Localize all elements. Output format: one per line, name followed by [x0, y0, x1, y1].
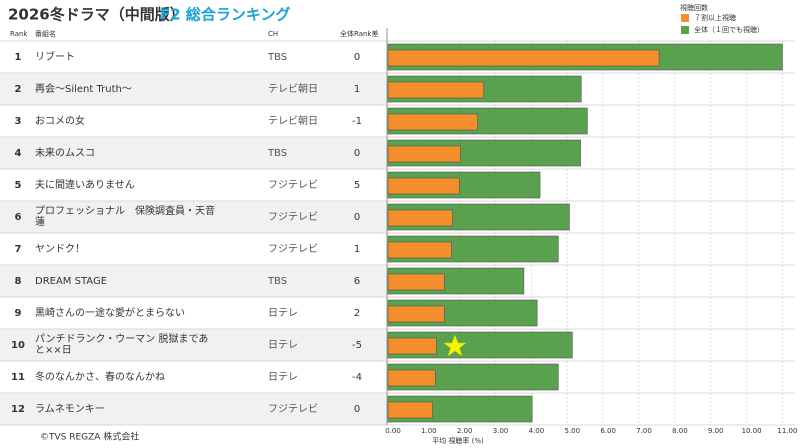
rank-diff: 0 [353, 211, 361, 223]
star-icon [443, 334, 467, 357]
x-tick-label: 5.00 [564, 427, 580, 435]
rank: 9 [14, 307, 22, 319]
rank: 6 [14, 211, 22, 223]
bar [387, 241, 452, 259]
program-name: 再会～Silent Truth～ [35, 83, 132, 95]
x-tick-label: 6.00 [600, 427, 616, 435]
channel: フジテレビ [268, 403, 318, 415]
x-tick-label: 2.00 [457, 427, 473, 435]
x-tick-label: 8.00 [672, 427, 688, 435]
rank-diff: -1 [352, 115, 362, 127]
x-tick-label: 1.00 [421, 427, 437, 435]
rank-diff: -5 [352, 339, 362, 351]
rank-diff: 6 [353, 275, 361, 287]
legend-title: 視聴回数 [680, 3, 708, 12]
chart-title: 2026冬ドラマ（中間版） [8, 6, 185, 24]
rank: 3 [14, 115, 22, 127]
program-name: プロフェッショナル 保険調査員・天音蓮 [35, 206, 215, 228]
rank-diff: 1 [353, 243, 361, 255]
channel: フジテレビ [268, 243, 318, 255]
source: ©TVS REGZA 株式会社 [40, 431, 139, 443]
channel: TBS [268, 147, 288, 159]
bar [387, 337, 437, 355]
bar [387, 273, 445, 291]
x-tick-label: 4.00 [529, 427, 545, 435]
bar [387, 145, 461, 163]
x-tick-label: 0.00 [385, 427, 401, 435]
program-name: リブート [35, 51, 75, 63]
program-name: ヤンドク！ [35, 243, 85, 255]
rank-diff: 1 [353, 83, 361, 95]
program-name: おコメの女 [35, 115, 85, 127]
channel: テレビ朝日 [268, 115, 318, 127]
x-axis-label: 平均 視聴率 (%) [432, 436, 484, 445]
column-header: Rank [10, 30, 28, 38]
rank: 8 [14, 275, 22, 287]
rank: 10 [11, 339, 25, 351]
rank-diff: -4 [352, 371, 362, 383]
rank: 11 [11, 371, 25, 383]
program-name: 夫に間違いありません [35, 179, 135, 191]
rank-diff: 0 [353, 403, 361, 415]
channel: フジテレビ [268, 211, 318, 223]
bar [387, 177, 460, 195]
bar [387, 369, 436, 387]
rank: 4 [14, 147, 22, 159]
x-tick-label: 3.00 [493, 427, 509, 435]
rank: 1 [14, 51, 22, 63]
channel: 日テレ [268, 371, 298, 383]
bar [387, 401, 433, 419]
channel: 日テレ [268, 307, 298, 319]
channel: TBS [268, 51, 288, 63]
x-tick-label: 9.00 [708, 427, 724, 435]
legend-label: ７割以上視聴 [694, 13, 736, 22]
program-name: パンチドランク・ウーマン 脱獄まであと××日 [35, 334, 209, 356]
bar [387, 209, 453, 227]
program-name: 黒崎さんの一途な愛がとまらない [35, 307, 185, 319]
bar [387, 305, 445, 323]
legend-swatch [681, 14, 689, 22]
program-name: 未来のムスコ [35, 147, 95, 159]
column-header: 全体Rank差 [340, 29, 379, 38]
rank-diff: 2 [353, 307, 361, 319]
column-header: 番組名 [35, 29, 56, 38]
legend-swatch [681, 26, 689, 34]
program-name: DREAM STAGE [35, 275, 108, 287]
x-tick-label: 11.00 [777, 427, 797, 435]
channel: TBS [268, 275, 288, 287]
x-tick-label: 10.00 [742, 427, 762, 435]
rank: 2 [14, 83, 22, 95]
column-header: CH [268, 30, 278, 38]
rank-diff: 5 [353, 179, 361, 191]
channel: フジテレビ [268, 179, 318, 191]
rank-diff: 0 [353, 147, 361, 159]
bar [387, 49, 660, 67]
chart-subtitle: F2 総合ランキング [160, 6, 290, 24]
channel: テレビ朝日 [268, 83, 318, 95]
x-tick-label: 7.00 [636, 427, 652, 435]
channel: 日テレ [268, 339, 298, 351]
bar [387, 81, 485, 99]
program-name: 冬のなんかさ、春のなんかね [35, 371, 165, 383]
rank: 12 [11, 403, 25, 415]
legend-label: 全体（１回でも視聴） [694, 25, 764, 34]
rank-diff: 0 [353, 51, 361, 63]
rank: 7 [14, 243, 22, 255]
rank: 5 [14, 179, 22, 191]
bar [387, 113, 478, 131]
program-name: ラムネモンキー [35, 403, 105, 415]
